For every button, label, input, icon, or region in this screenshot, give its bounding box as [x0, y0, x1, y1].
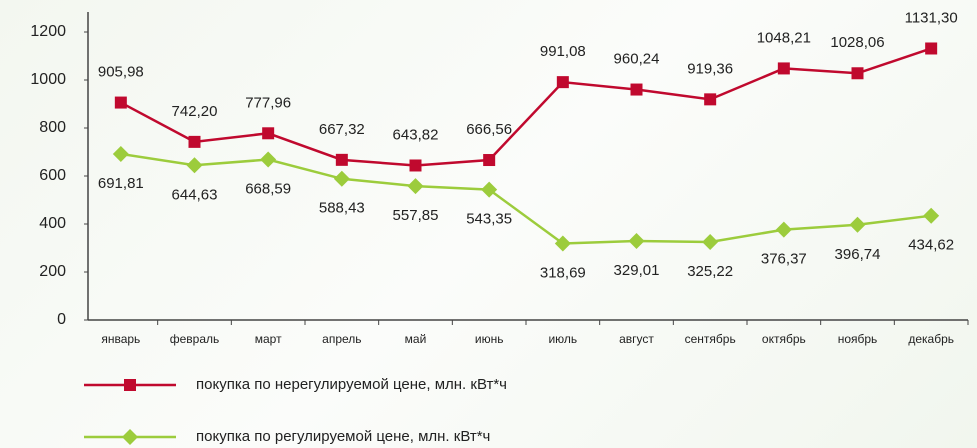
value-label: 691,81: [98, 175, 144, 192]
value-label: 777,96: [245, 94, 291, 111]
y-tick-label: 800: [39, 119, 66, 136]
marker: [925, 42, 938, 55]
marker: [702, 233, 719, 250]
x-tick-label: апрель: [322, 332, 361, 346]
marker: [407, 178, 424, 195]
marker: [556, 76, 569, 89]
y-tick-label: 1000: [30, 71, 66, 88]
marker: [124, 379, 136, 391]
marker: [775, 221, 792, 238]
value-label: 919,36: [687, 60, 733, 77]
value-label: 666,56: [466, 121, 512, 138]
x-tick-label: июнь: [475, 332, 504, 346]
x-tick-label: сентябрь: [685, 332, 736, 346]
value-label: 543,35: [466, 211, 512, 228]
marker: [114, 96, 127, 109]
x-tick-label: ноябрь: [838, 332, 878, 346]
x-tick-label: январь: [101, 332, 140, 346]
marker: [122, 429, 138, 445]
marker: [188, 135, 201, 148]
value-label: 667,32: [319, 121, 365, 138]
value-label: 318,69: [540, 264, 586, 281]
marker: [704, 93, 717, 106]
x-tick-label: март: [255, 332, 282, 346]
marker: [777, 62, 790, 75]
x-tick-label: февраль: [170, 332, 220, 346]
value-label: 960,24: [614, 51, 660, 68]
series-line: [120, 47, 932, 167]
x-tick-label: май: [405, 332, 427, 346]
y-tick-label: 1200: [30, 23, 66, 40]
y-tick-label: 200: [39, 263, 66, 280]
x-tick-label: октябрь: [762, 332, 806, 346]
value-label: 1028,06: [830, 34, 884, 51]
value-label: 376,37: [761, 251, 807, 268]
marker: [409, 159, 422, 172]
value-label: 742,20: [172, 103, 218, 120]
value-label: 396,74: [835, 246, 881, 263]
marker: [333, 170, 350, 187]
value-label: 644,63: [172, 186, 218, 203]
value-label: 1048,21: [757, 29, 811, 46]
value-label: 325,22: [687, 263, 733, 280]
marker: [262, 127, 275, 140]
value-label: 588,43: [319, 200, 365, 217]
x-tick-label: декабрь: [908, 332, 954, 346]
value-label: 557,85: [393, 207, 439, 224]
value-label: 329,01: [614, 262, 660, 279]
marker: [554, 235, 571, 252]
marker: [923, 207, 940, 224]
legend-label: покупка по нерегулируемой цене, млн. кВт…: [196, 376, 507, 393]
series-line: [120, 152, 932, 245]
marker: [483, 154, 496, 167]
marker: [335, 153, 348, 166]
marker: [849, 216, 866, 233]
x-tick-label: июль: [548, 332, 577, 346]
value-label: 905,98: [98, 64, 144, 81]
value-label: 643,82: [393, 126, 439, 143]
legend-label: покупка по регулируемой цене, млн. кВт*ч: [196, 428, 490, 445]
value-label: 434,62: [908, 237, 954, 254]
value-label: 668,59: [245, 181, 291, 198]
marker: [186, 157, 203, 174]
y-tick-label: 600: [39, 167, 66, 184]
marker: [112, 145, 129, 162]
marker: [260, 151, 277, 168]
y-tick-label: 400: [39, 215, 66, 232]
marker: [630, 83, 643, 96]
marker: [628, 233, 645, 250]
value-label: 991,08: [540, 43, 586, 60]
y-tick-label: 0: [57, 311, 66, 328]
value-label: 1131,30: [905, 9, 958, 26]
marker: [481, 181, 498, 198]
marker: [851, 67, 864, 80]
x-tick-label: август: [619, 332, 654, 346]
